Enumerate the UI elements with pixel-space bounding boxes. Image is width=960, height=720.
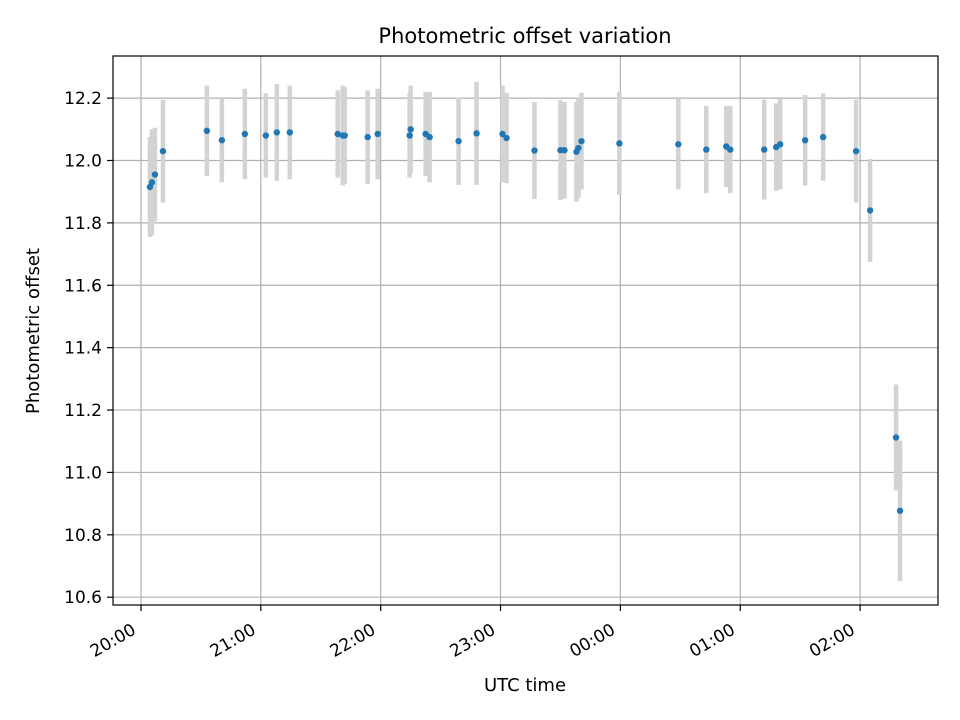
data-point: [334, 130, 341, 138]
grid: [113, 56, 938, 605]
data-point: [364, 133, 371, 141]
data-point: [148, 179, 156, 186]
y-tick-label: 11.8: [64, 214, 102, 234]
data-point: [374, 130, 381, 138]
data-point: [455, 137, 462, 145]
y-tick-label: 11.4: [64, 339, 102, 359]
data-point: [241, 130, 249, 138]
data-point: [776, 141, 784, 148]
data-point: [473, 130, 480, 137]
data-point: [503, 134, 510, 142]
data-point: [892, 434, 900, 441]
y-axis-label: Photometric offset: [23, 248, 44, 414]
data-points: [146, 126, 904, 514]
data-point: [727, 146, 734, 153]
data-point: [561, 147, 568, 154]
y-tick-label: 12.2: [64, 89, 102, 109]
data-point: [896, 507, 904, 514]
data-point: [499, 130, 506, 138]
data-point: [703, 146, 710, 153]
plot-frame: [112, 55, 939, 606]
data-point: [575, 144, 582, 152]
y-tick-label: 11.6: [64, 276, 102, 296]
data-point: [151, 171, 159, 178]
data-point: [426, 133, 433, 141]
y-tick-label: 11.2: [64, 401, 102, 421]
data-point: [218, 137, 226, 144]
data-point: [801, 137, 809, 144]
data-point: [407, 126, 414, 133]
data-point: [273, 129, 281, 136]
data-point: [819, 133, 827, 141]
y-tick-label: 11.0: [64, 463, 102, 483]
data-point: [159, 147, 167, 155]
data-point: [761, 146, 768, 153]
y-tick-label: 12.0: [64, 151, 102, 171]
data-point: [675, 141, 682, 148]
data-point: [406, 132, 413, 139]
data-point: [866, 207, 874, 214]
data-point: [341, 132, 348, 139]
x-axis-label: UTC time: [484, 675, 566, 696]
data-point: [852, 147, 860, 155]
chart-title: Photometric offset variation: [378, 24, 671, 48]
data-point: [203, 127, 211, 135]
data-point: [616, 140, 623, 147]
data-point: [578, 137, 585, 145]
data-point: [531, 147, 538, 154]
y-tick-label: 10.6: [64, 588, 102, 608]
data-point: [262, 132, 270, 139]
data-point: [286, 129, 293, 136]
y-tick-label: 10.8: [64, 526, 102, 546]
